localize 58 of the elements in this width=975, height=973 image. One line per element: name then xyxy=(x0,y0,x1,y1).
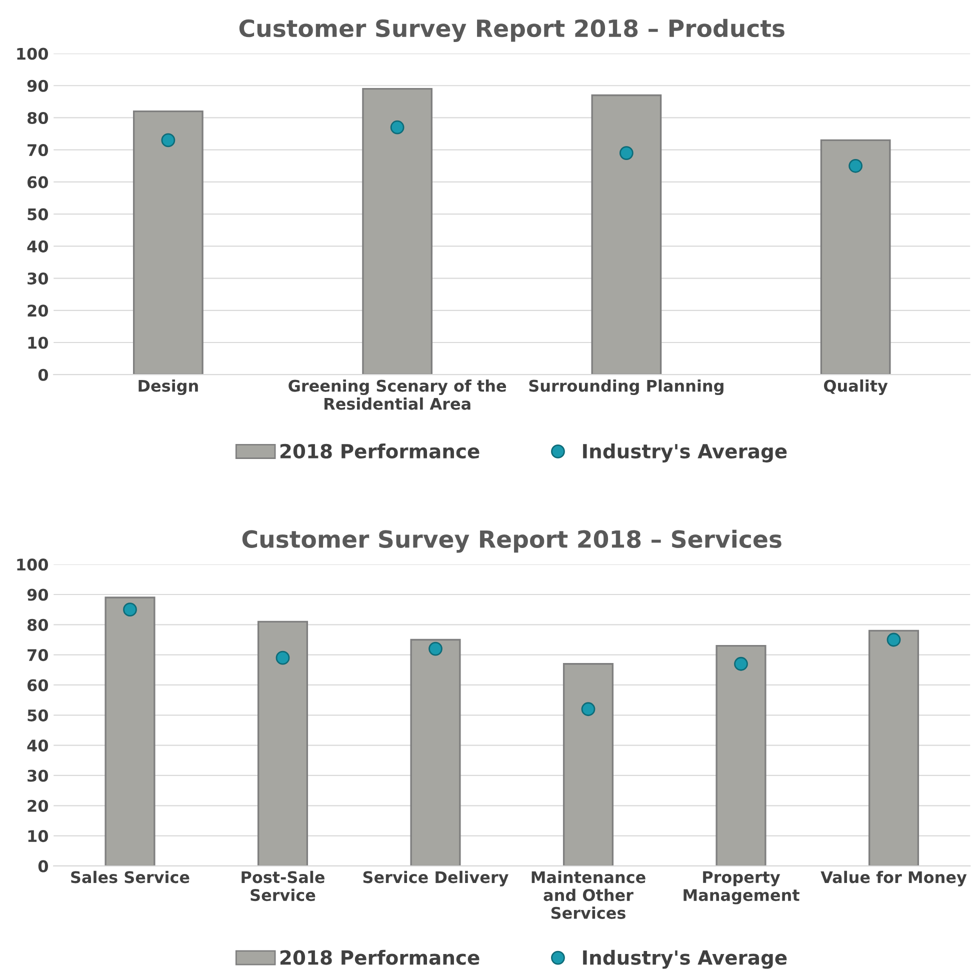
point xyxy=(390,120,404,134)
bar xyxy=(562,663,614,866)
y-tick-label: 20 xyxy=(28,800,48,812)
point xyxy=(848,158,863,173)
chart-title: Customer Survey Report 2018 – Services xyxy=(242,530,782,553)
y-tick-label: 40 xyxy=(27,740,48,752)
y-tick-label: 90 xyxy=(27,80,48,92)
y-tick-label: 60 xyxy=(28,176,48,188)
x-tick-label: Greening Scenary of the Residential Area xyxy=(288,379,506,410)
y-tick-label: 30 xyxy=(28,272,48,285)
bar xyxy=(410,638,461,866)
point xyxy=(886,632,901,647)
y-tick-label: 70 xyxy=(28,144,48,156)
y-tick-label: 80 xyxy=(28,112,48,124)
bar xyxy=(868,630,920,866)
point xyxy=(276,650,290,665)
legend-label: Industry's Average xyxy=(583,950,787,969)
y-tick-label: 10 xyxy=(28,336,48,349)
legend-label: 2018 Performance xyxy=(280,950,480,965)
y-tick-label: 70 xyxy=(28,649,48,662)
point xyxy=(123,602,137,617)
y-tick-label: 80 xyxy=(28,618,48,631)
bar xyxy=(591,94,662,375)
y-tick-label: 90 xyxy=(27,588,48,601)
chart-title: Customer Survey Report 2018 – Products xyxy=(239,18,784,42)
x-tick-label: Service Delivery xyxy=(363,870,508,886)
point xyxy=(428,642,442,656)
x-tick-label: Property Management xyxy=(684,871,800,904)
x-tick-label: Design xyxy=(138,379,198,396)
y-tick-label: 60 xyxy=(28,679,48,692)
x-tick-label: Surrounding Planning xyxy=(529,379,724,396)
bar xyxy=(104,596,156,866)
x-tick-label: Quality xyxy=(824,379,888,396)
bar xyxy=(362,88,433,375)
x-tick-label: Maintenance and Other Services xyxy=(532,870,646,919)
point xyxy=(161,133,176,148)
point xyxy=(619,146,634,160)
point xyxy=(581,702,596,716)
bar xyxy=(716,644,766,866)
y-tick-label: 100 xyxy=(17,48,48,60)
y-tick-label: 0 xyxy=(38,368,48,381)
y-tick-label: 0 xyxy=(38,860,48,872)
legend-label: 2018 Performance xyxy=(280,443,480,459)
bar xyxy=(820,139,891,375)
x-tick-label: Value for Money xyxy=(820,870,967,886)
y-tick-label: 100 xyxy=(17,558,48,571)
point xyxy=(734,656,748,671)
y-tick-label: 40 xyxy=(27,240,48,252)
x-tick-label: Post-Sale Service xyxy=(242,870,324,902)
y-tick-label: 50 xyxy=(28,208,48,220)
y-tick-label: 50 xyxy=(28,709,48,722)
x-tick-label: Sales Service xyxy=(71,870,190,884)
y-tick-label: 20 xyxy=(28,304,48,317)
legend-label: Industry's Average xyxy=(583,443,787,462)
bar xyxy=(257,620,308,866)
bar xyxy=(132,110,204,375)
y-tick-label: 10 xyxy=(28,830,48,842)
y-tick-label: 30 xyxy=(28,770,48,782)
